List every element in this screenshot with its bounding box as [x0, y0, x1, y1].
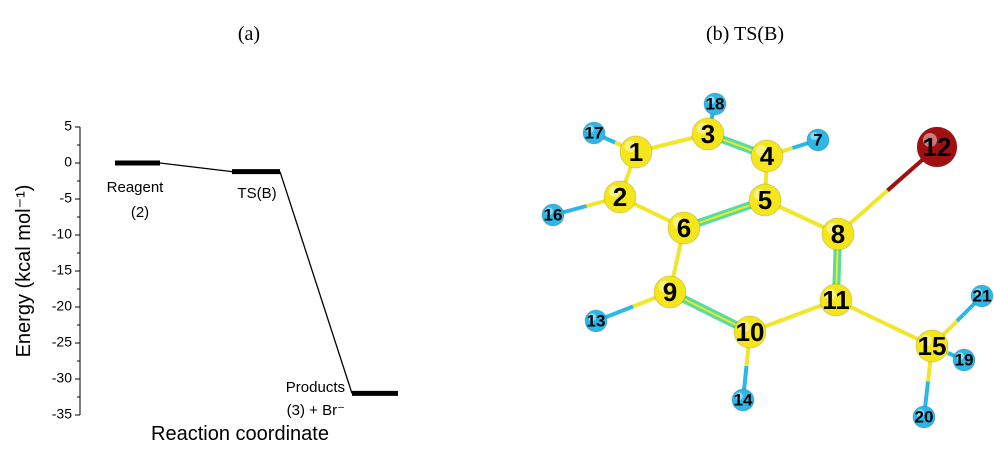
panel-title: (a) [238, 23, 260, 45]
atom-label: 1 [629, 137, 643, 167]
atom-label: 11 [822, 285, 850, 315]
connector [280, 172, 352, 394]
atom-label: 17 [585, 124, 604, 143]
atom-label: 18 [706, 95, 725, 114]
level-sublabel: (3) + Br⁻ [287, 402, 345, 419]
level-sublabel: (2) [131, 204, 149, 221]
atom-label: 16 [544, 206, 563, 225]
y-axis-label: Energy (kcal mol⁻¹) [13, 185, 35, 358]
atom-label: 2 [613, 182, 627, 212]
y-tick-label: -10 [52, 226, 72, 242]
atom-label: 19 [955, 351, 974, 370]
y-tick-label: -5 [60, 190, 73, 206]
atom-label: 12 [923, 132, 952, 162]
atom-label: 5 [758, 185, 772, 215]
panel-title: (b) TS(B) [706, 23, 784, 45]
y-tick-label: 5 [64, 118, 72, 134]
atom-label: 9 [663, 277, 677, 307]
y-tick-label: -20 [52, 298, 72, 314]
y-tick-label: 0 [64, 154, 72, 170]
atom-label: 20 [915, 408, 934, 427]
atom-label: 14 [734, 391, 753, 410]
atom-label: 7 [813, 131, 822, 150]
level-label: Products [286, 379, 345, 396]
atom-label: 13 [587, 312, 606, 331]
atom-label: 21 [973, 287, 992, 306]
y-tick-label: -15 [52, 262, 72, 278]
atom-label: 3 [701, 119, 715, 149]
atom-label: 15 [918, 331, 947, 361]
atom-label: 4 [760, 141, 775, 171]
atom-label: 10 [736, 317, 765, 347]
figure: (a) (b) TS(B) Energy (kcal mol⁻¹) Reacti… [0, 0, 994, 450]
atom-label: 6 [677, 213, 691, 243]
y-tick-label: -35 [52, 406, 72, 422]
level-label: TS(B) [237, 185, 276, 202]
connector [160, 163, 232, 172]
x-axis-label: Reaction coordinate [151, 423, 329, 445]
atom-label: 8 [831, 219, 845, 249]
level-label: Reagent [107, 179, 165, 196]
y-tick-label: -25 [52, 334, 72, 350]
y-tick-label: -30 [52, 370, 72, 386]
